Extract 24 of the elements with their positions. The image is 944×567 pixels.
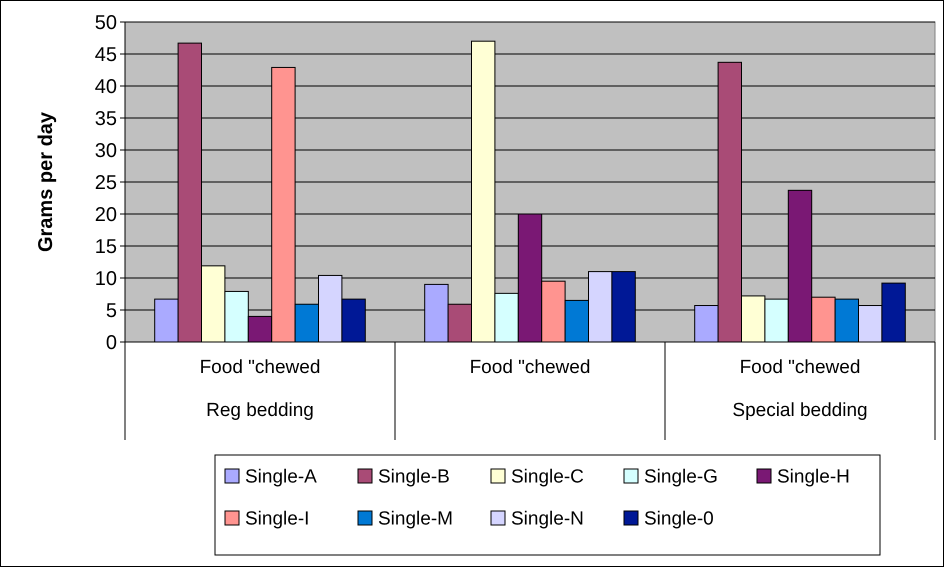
y-tick-label: 30 <box>94 140 117 162</box>
legend-label: Single-M <box>378 508 453 530</box>
x-tick-label: Food "chewed Reg bedding <box>200 357 320 421</box>
legend-label: Single-B <box>378 466 450 488</box>
legend-label: Single-C <box>511 466 584 488</box>
y-tick-label: 40 <box>94 76 117 98</box>
legend-label: Single-G <box>644 466 718 488</box>
y-axis-title: Grams per day <box>35 111 57 252</box>
legend-label: Single-H <box>777 466 850 488</box>
legend-label: Single-I <box>245 508 310 530</box>
legend-label: Single-A <box>245 466 318 488</box>
y-tick-label: 25 <box>94 172 117 194</box>
legend-label: Single-0 <box>644 508 714 530</box>
y-tick-label: 5 <box>106 300 117 322</box>
legend-label: Single-N <box>511 508 584 530</box>
y-tick-label: 10 <box>94 268 117 290</box>
x-tick-label: Food "chewed <box>470 357 590 378</box>
y-tick-label: 0 <box>106 332 117 354</box>
y-tick-label: 45 <box>94 44 117 66</box>
y-tick-label: 35 <box>94 108 117 130</box>
y-tick-label: 20 <box>94 204 117 226</box>
y-tick-label: 50 <box>94 12 117 34</box>
y-tick-label: 15 <box>94 236 117 258</box>
x-tick-label: Food "chewed Special bedding <box>732 357 868 421</box>
